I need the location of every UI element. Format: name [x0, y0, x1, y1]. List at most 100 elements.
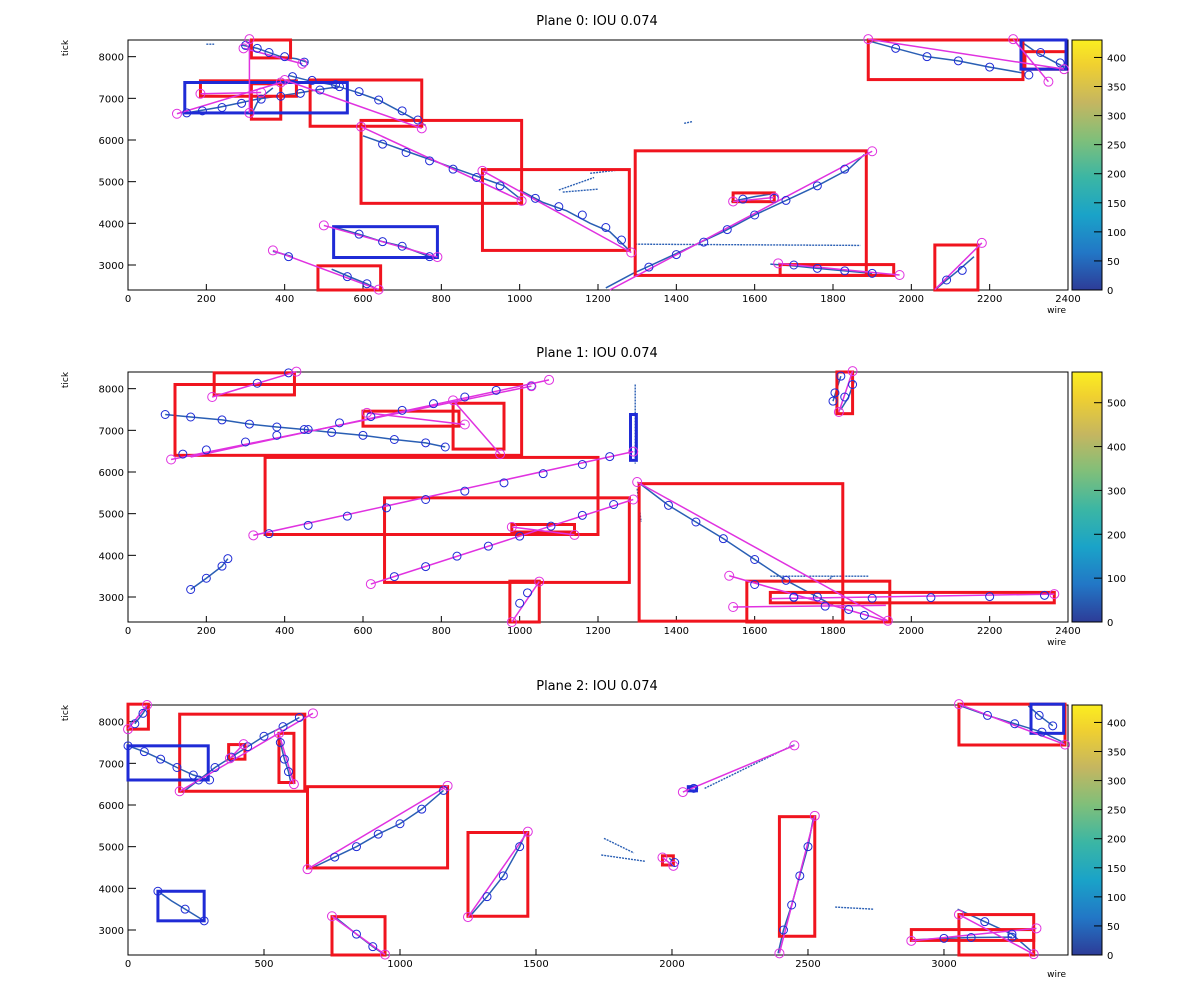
plane-2-colorbar-ticks: 0 50 100 150 200 250 300 350 400 — [1071, 704, 1126, 962]
truth-box — [629, 413, 638, 462]
fit-endpoint — [809, 810, 820, 821]
plane-1-colorbar — [1072, 372, 1102, 622]
truth-point — [781, 195, 791, 205]
truth-box — [332, 225, 439, 260]
truth-point — [354, 229, 364, 239]
x-tick-label: 2400 — [1055, 294, 1080, 305]
truth-point — [664, 500, 673, 510]
truth-point — [482, 892, 492, 902]
truth-point — [256, 94, 266, 104]
fit-line — [176, 81, 281, 115]
truth-point — [178, 449, 188, 459]
truth-point — [201, 573, 211, 583]
y-tick-label: 8000 — [99, 53, 124, 64]
track-hits — [190, 558, 229, 591]
hit-trace — [635, 243, 861, 247]
fit-line — [370, 498, 634, 585]
x-tick-label: 1200 — [585, 626, 610, 637]
x-tick-label: 1800 — [820, 626, 845, 637]
fit-line — [958, 703, 1066, 746]
x-tick-label: 2000 — [659, 959, 684, 970]
truth-point — [223, 554, 233, 564]
fit-endpoint — [774, 948, 785, 959]
fit-line — [467, 831, 529, 918]
fit-endpoint — [288, 779, 299, 790]
truth-point — [315, 85, 325, 95]
x-tick-label: 800 — [432, 294, 451, 305]
fit-endpoint — [224, 753, 235, 764]
fit-endpoint — [256, 87, 267, 98]
truth-point — [210, 763, 220, 772]
fit-endpoint — [238, 43, 249, 54]
prediction-box — [126, 702, 150, 731]
fit-line — [733, 196, 775, 203]
truth-point — [867, 268, 877, 278]
truth-box — [126, 744, 210, 782]
x-tick-label: 1600 — [742, 626, 767, 637]
truth-point — [186, 412, 196, 422]
truth-point — [789, 592, 799, 602]
truth-point — [460, 392, 470, 402]
y-tick-label: 6000 — [99, 136, 124, 147]
fit-line — [770, 593, 1055, 600]
x-tick-label: 1600 — [742, 294, 767, 305]
x-tick-label: 1400 — [664, 626, 689, 637]
fit-line — [452, 399, 501, 455]
prediction-box — [777, 815, 817, 938]
truth-point — [130, 719, 140, 729]
fit-endpoint — [628, 446, 639, 457]
fit-endpoint — [326, 911, 337, 922]
truth-point — [244, 419, 254, 429]
truth-point — [491, 385, 501, 395]
fit-endpoint — [267, 245, 278, 256]
fit-endpoint — [769, 192, 780, 203]
truth-point — [957, 265, 967, 275]
prediction-box — [835, 370, 855, 416]
fit-endpoint — [238, 739, 249, 750]
fit-endpoint — [244, 107, 255, 118]
y-tick-label: 7000 — [99, 426, 124, 437]
fit-endpoint — [207, 392, 218, 402]
x-tick-label: 1500 — [523, 959, 548, 970]
fit-line — [360, 125, 522, 202]
colorbar-tick-label: 400 — [1107, 718, 1126, 729]
fit-endpoint — [123, 724, 133, 735]
colorbar-tick-label: 150 — [1107, 199, 1126, 210]
truth-point — [689, 783, 699, 793]
fit-endpoint — [361, 407, 372, 418]
colorbar-tick-label: 350 — [1107, 83, 1126, 94]
plane-2-colorbar — [1072, 705, 1102, 955]
truth-point — [452, 551, 462, 561]
truth-point — [413, 115, 423, 125]
truth-point — [303, 520, 313, 530]
fit-endpoint — [526, 381, 537, 392]
x-tick-label: 1000 — [507, 294, 532, 305]
fit-line — [636, 481, 889, 622]
y-tick-label: 4000 — [99, 551, 124, 562]
y-tick-label: 3000 — [99, 593, 124, 604]
truth-point — [123, 741, 133, 751]
prediction-box — [306, 785, 450, 870]
truth-point — [699, 237, 709, 247]
x-tick-label: 0 — [125, 626, 131, 637]
truth-point — [194, 775, 204, 785]
track-hits — [605, 154, 865, 289]
fit-endpoint — [432, 252, 443, 263]
fit-endpoint — [1043, 76, 1054, 87]
fit-endpoint — [677, 787, 688, 798]
plane-0-xlabel: wire — [1047, 306, 1066, 316]
colorbar-tick-label: 250 — [1107, 141, 1126, 152]
fit-line — [366, 412, 465, 426]
truth-point — [1010, 719, 1020, 729]
plane-0-colorbar — [1072, 40, 1102, 290]
truth-point — [354, 87, 364, 97]
fit-line — [934, 242, 983, 291]
plane-1-ylabel: tick — [61, 371, 71, 388]
x-tick-label: 0 — [125, 959, 131, 970]
y-tick-label: 6000 — [99, 801, 124, 812]
fit-endpoint — [953, 909, 964, 920]
prediction-box — [508, 579, 541, 624]
truth-point — [279, 754, 289, 764]
truth-point — [226, 752, 236, 762]
truth-point — [812, 592, 822, 602]
